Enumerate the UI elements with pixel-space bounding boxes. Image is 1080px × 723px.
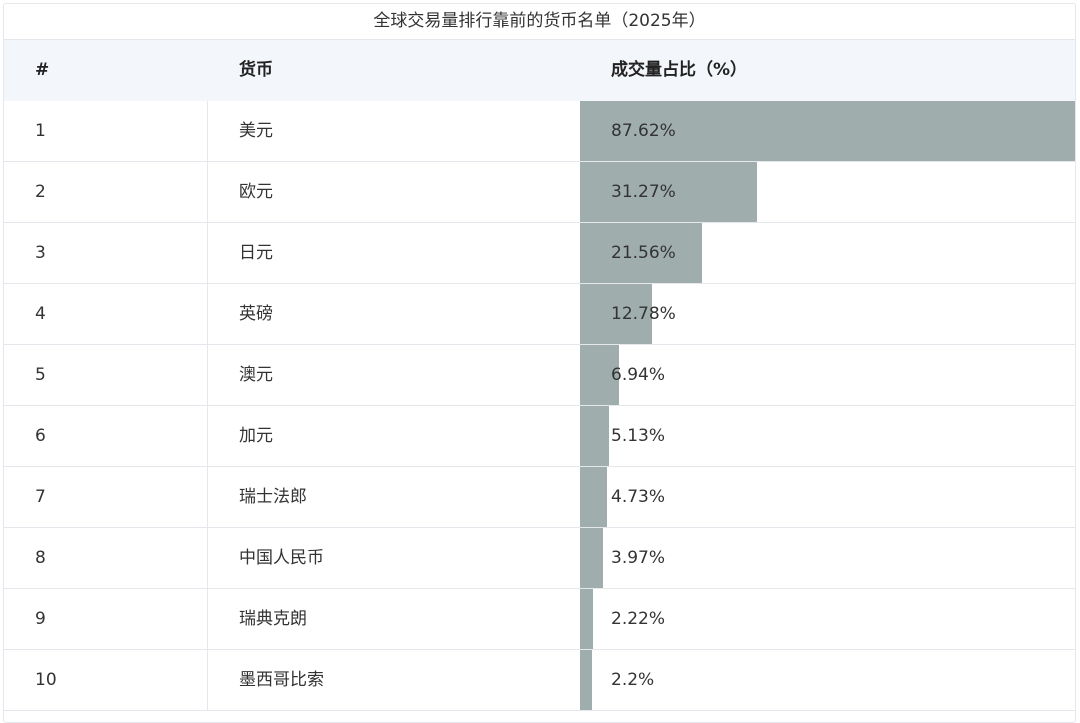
header-rank[interactable]: # (35, 60, 50, 80)
column-divider (207, 162, 208, 223)
volume-share-bar (580, 345, 619, 405)
table-row: 8 中国人民币 3.97% (4, 528, 1075, 589)
table-row: 7 瑞士法郎 4.73% (4, 467, 1075, 528)
rank-cell: 2 (35, 182, 46, 202)
currency-name-cell: 日元 (239, 243, 273, 263)
currency-name-cell: 瑞士法郎 (239, 487, 307, 507)
rank-cell: 8 (35, 548, 46, 568)
header-volume-share[interactable]: 成交量占比（%） (611, 60, 748, 80)
volume-share-bar (580, 162, 757, 222)
table-caption: 全球交易量排行靠前的货币名单（2025年） (4, 4, 1075, 40)
volume-share-bar (580, 223, 702, 283)
rank-cell: 1 (35, 121, 46, 141)
volume-share-bar (580, 650, 592, 710)
table-row: 1 美元 87.62% (4, 101, 1075, 162)
column-divider (207, 528, 208, 589)
currency-name-cell: 英磅 (239, 304, 273, 324)
currency-name-cell: 欧元 (239, 182, 273, 202)
rank-cell: 9 (35, 609, 46, 629)
table-row: 9 瑞典克朗 2.22% (4, 589, 1075, 650)
currency-table: 全球交易量排行靠前的货币名单（2025年） # 货币 成交量占比（%） 1 美元 8… (3, 3, 1076, 723)
currency-name-cell: 瑞典克朗 (239, 609, 307, 629)
table-row: 3 日元 21.56% (4, 223, 1075, 284)
column-divider (207, 284, 208, 345)
volume-share-label: 4.73% (611, 487, 666, 507)
column-divider (207, 467, 208, 528)
column-divider (207, 223, 208, 284)
volume-share-label: 87.62% (611, 121, 676, 141)
column-divider (207, 650, 208, 711)
volume-share-bar (580, 406, 609, 466)
volume-share-label: 31.27% (611, 182, 676, 202)
column-divider (207, 406, 208, 467)
currency-name-cell: 加元 (239, 426, 273, 446)
rank-cell: 6 (35, 426, 46, 446)
rank-cell: 3 (35, 243, 46, 263)
volume-share-bar (580, 101, 1075, 161)
rank-cell: 10 (35, 670, 57, 690)
volume-share-bar (580, 467, 607, 527)
volume-share-label: 3.97% (611, 548, 666, 568)
volume-share-label: 5.13% (611, 426, 666, 446)
currency-name-cell: 澳元 (239, 365, 273, 385)
column-divider (207, 589, 208, 650)
currency-name-cell: 墨西哥比索 (239, 670, 324, 690)
volume-share-label: 12.78% (611, 304, 676, 324)
table-row: 10 墨西哥比索 2.2% (4, 650, 1075, 711)
volume-share-label: 21.56% (611, 243, 676, 263)
rank-cell: 4 (35, 304, 46, 324)
volume-share-bar (580, 284, 652, 344)
volume-share-bar (580, 528, 603, 588)
volume-share-label: 2.2% (611, 670, 655, 690)
table-row: 5 澳元 6.94% (4, 345, 1075, 406)
volume-share-bar (580, 589, 593, 649)
rank-cell: 5 (35, 365, 46, 385)
currency-name-cell: 中国人民币 (239, 548, 324, 568)
table-row: 6 加元 5.13% (4, 406, 1075, 467)
header-currency[interactable]: 货币 (239, 60, 273, 80)
currency-name-cell: 美元 (239, 121, 273, 141)
column-divider (207, 101, 208, 162)
table-row: 4 英磅 12.78% (4, 284, 1075, 345)
rank-cell: 7 (35, 487, 46, 507)
column-divider (207, 345, 208, 406)
volume-share-label: 6.94% (611, 365, 666, 385)
table-row: 2 欧元 31.27% (4, 162, 1075, 223)
volume-share-label: 2.22% (611, 609, 666, 629)
table-body: 1 美元 87.62% 2 欧元 31.27% 3 日元 21.56% 4 英磅 12.78% 5 澳元 6… (4, 101, 1075, 711)
table-header-row: # 货币 成交量占比（%） (4, 40, 1075, 101)
